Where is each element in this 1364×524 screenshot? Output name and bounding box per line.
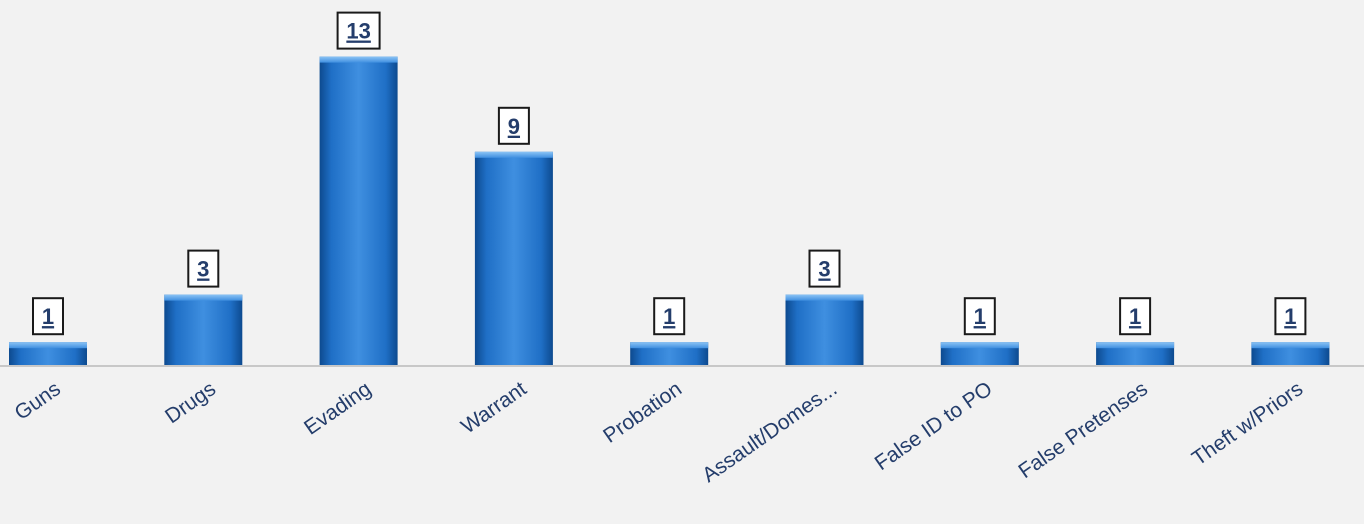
bar-group-false-id-to-po: 1 bbox=[940, 297, 1019, 366]
data-label: 1 bbox=[663, 304, 675, 329]
x-tick-label: Warrant bbox=[457, 377, 531, 438]
bar bbox=[785, 294, 864, 366]
bar-highlight bbox=[9, 342, 87, 349]
x-tick-label: Probation bbox=[599, 377, 686, 447]
data-label: 3 bbox=[197, 257, 209, 282]
bar-group-evading: 13 bbox=[319, 11, 398, 366]
bar-highlight bbox=[319, 56, 398, 63]
data-label: 1 bbox=[1284, 304, 1296, 329]
bar-group-probation: 1 bbox=[630, 297, 709, 366]
bar-highlight bbox=[164, 294, 243, 301]
bar bbox=[474, 151, 553, 366]
x-tick-label: False ID to PO bbox=[871, 377, 997, 475]
data-label-box bbox=[32, 297, 64, 336]
bar-highlight bbox=[940, 342, 1019, 349]
data-label-box bbox=[336, 11, 381, 50]
bar-highlight bbox=[785, 294, 864, 301]
x-tick-label: Guns bbox=[11, 377, 65, 425]
bar-group-drugs: 3 bbox=[164, 249, 243, 366]
bar-highlight bbox=[1251, 342, 1330, 349]
x-tick-label: False Pretenses bbox=[1014, 377, 1151, 483]
bar bbox=[319, 56, 398, 366]
bar-group-guns: 1 bbox=[9, 297, 87, 366]
data-label-box bbox=[808, 249, 841, 288]
x-tick-label: Drugs bbox=[161, 377, 220, 428]
bar-highlight bbox=[630, 342, 709, 349]
bar-group-assault-domes: 3 bbox=[785, 249, 864, 366]
bar-highlight bbox=[474, 151, 553, 158]
bar-group-false-pretenses: 1 bbox=[1096, 297, 1175, 366]
x-tick-label: Assault/Domes... bbox=[698, 377, 841, 487]
bar-group-warrant: 9 bbox=[474, 106, 553, 366]
data-label: 1 bbox=[42, 304, 54, 329]
labels-layer: Guns Drugs Evading Warrant Probation Assault/… bbox=[11, 377, 1308, 487]
data-label: 13 bbox=[346, 19, 370, 44]
bar-highlight bbox=[1096, 342, 1175, 349]
data-label: 1 bbox=[1129, 304, 1141, 329]
x-tick-label: Evading bbox=[300, 377, 375, 439]
data-label: 3 bbox=[818, 257, 830, 282]
bar-group-theft-w-priors: 1 bbox=[1251, 297, 1330, 366]
x-tick-label: Theft w/Priors bbox=[1188, 377, 1307, 470]
data-label: 9 bbox=[508, 114, 520, 139]
data-label: 1 bbox=[974, 304, 986, 329]
bar bbox=[164, 294, 243, 366]
